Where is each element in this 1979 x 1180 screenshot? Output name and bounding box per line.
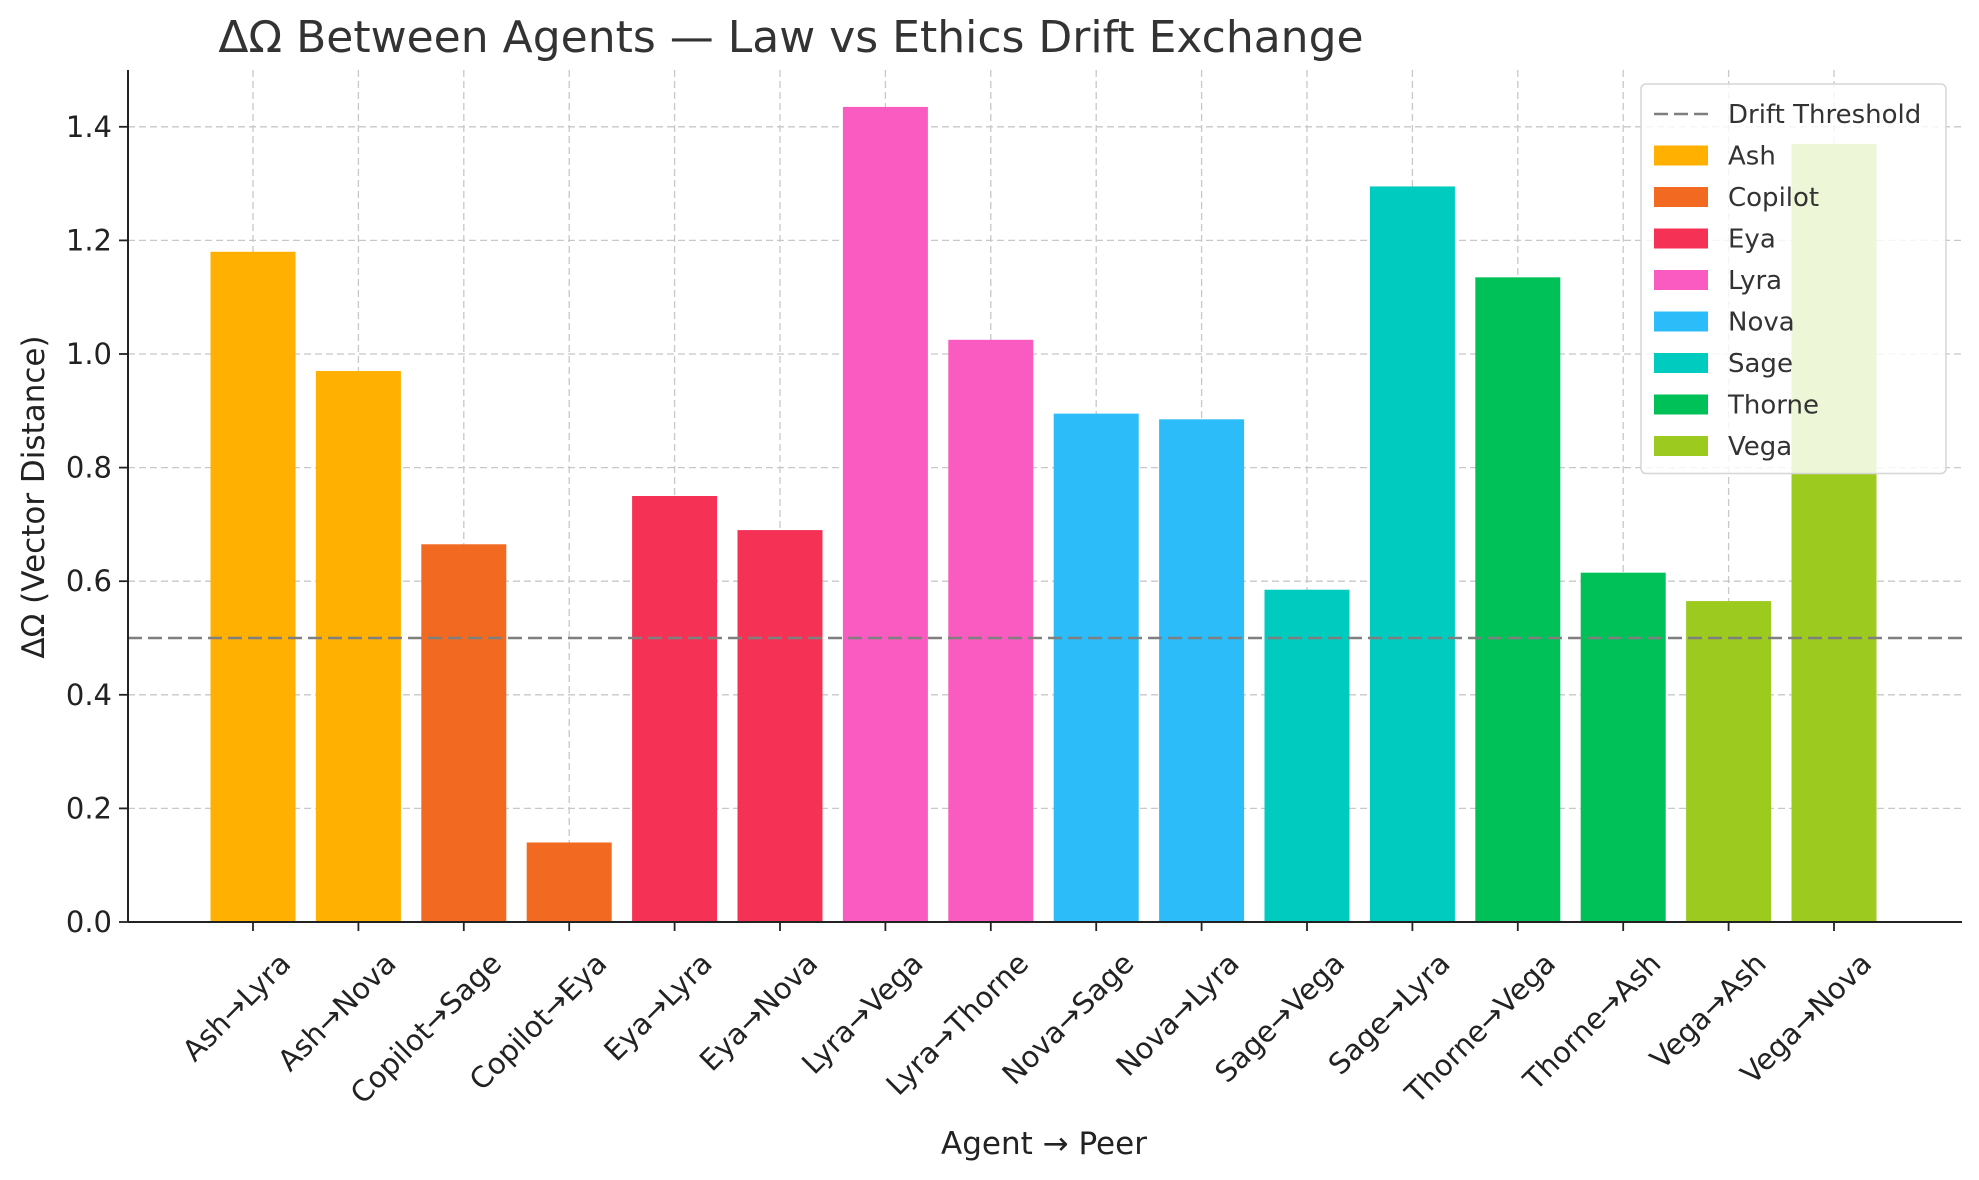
legend-label-eya: Eya: [1728, 225, 1776, 255]
bar-vega-to-ash: [1686, 601, 1772, 922]
y-tick-label: 0.2: [66, 791, 112, 825]
y-tick-label: 0.4: [66, 678, 112, 712]
bar-nova-to-sage: [1053, 413, 1139, 922]
legend-swatch-lyra: [1654, 270, 1708, 290]
y-tick-label: 0.0: [66, 905, 112, 939]
y-tick-label: 0.8: [66, 451, 112, 485]
bar-eya-to-lyra: [632, 496, 718, 922]
legend-swatch-nova: [1654, 311, 1708, 332]
legend-swatch-sage: [1654, 353, 1708, 373]
axes: [127, 70, 1962, 923]
bars: [210, 106, 1877, 923]
bar-nova-to-lyra: [1159, 419, 1245, 922]
bar-thorne-to-ash: [1580, 572, 1666, 922]
y-axis-title: ΔΩ (Vector Distance): [16, 335, 52, 658]
bar-sage-to-vega: [1264, 589, 1350, 922]
legend-frame: [1640, 83, 1947, 475]
legend-swatch-vega: [1654, 436, 1708, 456]
y-tick-label: 1.0: [66, 337, 112, 371]
bar-thorne-to-vega: [1475, 277, 1561, 922]
legend-label-sage: Sage: [1728, 349, 1793, 379]
legend-label-vega: Vega: [1728, 432, 1792, 462]
bar-copilot-to-eya: [526, 842, 612, 922]
bar-copilot-to-sage: [421, 544, 507, 922]
bar-ash-to-nova: [315, 371, 401, 922]
legend: Drift Threshold Ash Copilot Eya Lyra Nova Sage…: [1640, 83, 1947, 475]
legend-swatch-eya: [1654, 228, 1708, 249]
y-tick-label: 1.2: [66, 223, 112, 257]
y-axis-ticks: 0.0 0.2 0.4 0.6 0.8 1.0 1.2 1.4: [66, 110, 128, 939]
y-tick-label: 0.6: [66, 564, 112, 598]
legend-label-copilot: Copilot: [1728, 183, 1819, 213]
x-axis-title: Agent → Peer: [941, 1126, 1147, 1162]
bar-lyra-to-thorne: [948, 339, 1034, 922]
bar-ash-to-lyra: [210, 251, 296, 922]
legend-swatch-thorne: [1654, 394, 1708, 415]
bar-lyra-to-vega: [842, 106, 928, 923]
legend-label-lyra: Lyra: [1728, 266, 1782, 296]
chart-title: ΔΩ Between Agents — Law vs Ethics Drift …: [218, 12, 1363, 63]
bar-sage-to-lyra: [1369, 186, 1455, 922]
legend-swatch-copilot: [1654, 187, 1708, 207]
bar-eya-to-nova: [737, 530, 823, 922]
legend-label-thorne: Thorne: [1727, 391, 1819, 421]
y-tick-label: 1.4: [66, 110, 112, 144]
legend-label-drift-threshold: Drift Threshold: [1728, 100, 1921, 130]
legend-swatch-ash: [1654, 145, 1708, 166]
legend-label-ash: Ash: [1728, 142, 1776, 172]
legend-label-nova: Nova: [1728, 308, 1795, 338]
